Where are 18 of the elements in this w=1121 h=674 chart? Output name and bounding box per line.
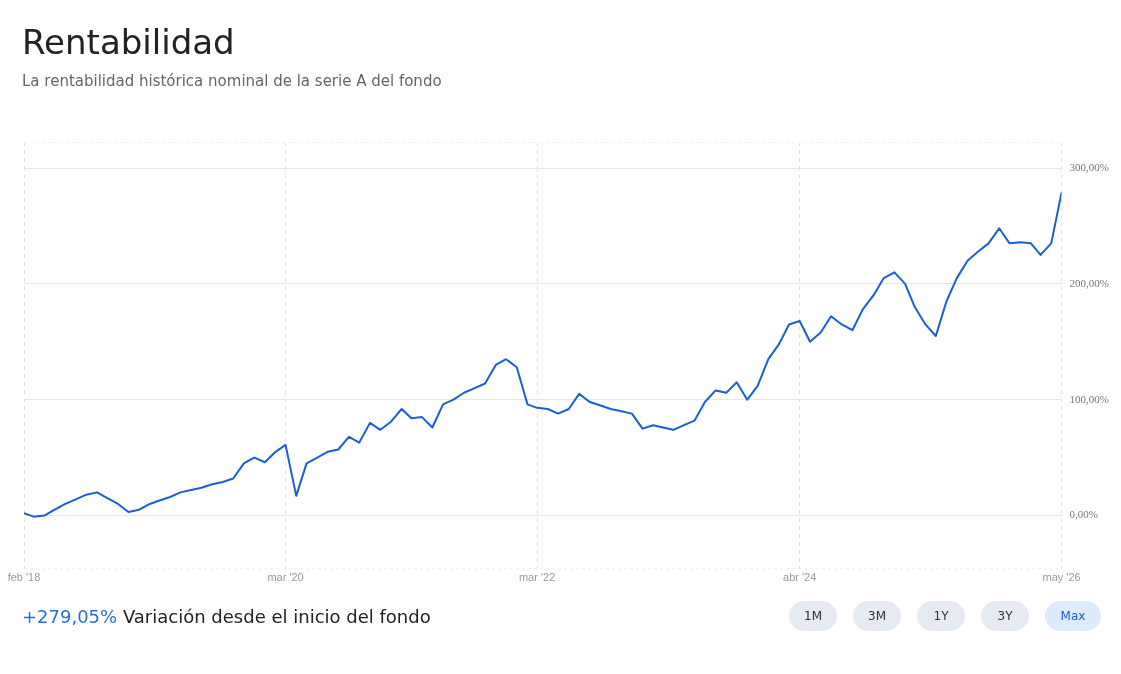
text: Variación desde el inicio del fondo: [122, 606, 431, 627]
x-tick-label: feb '18: [7, 571, 41, 584]
y-tick-label: 100,00%: [1069, 392, 1110, 405]
text: 3Y: [981, 601, 1029, 631]
text: 1M: [789, 601, 837, 631]
x-tick-label: mar '22: [518, 571, 556, 584]
y-tick-label: 0,00%: [1069, 508, 1099, 521]
chart-subtitle: La rentabilidad histórica nominal de la serie A del fondo: [22, 72, 442, 90]
text: Max: [1045, 601, 1101, 631]
x-tick-label: abr '24: [783, 571, 817, 584]
x-tick-label: may '26: [1042, 571, 1081, 584]
text: 1Y: [917, 601, 965, 631]
text: +279,05%: [22, 606, 118, 627]
y-tick-label: 300,00%: [1069, 160, 1110, 173]
chart-title: Rentabilidad: [22, 22, 235, 62]
y-tick-label: 200,00%: [1069, 276, 1110, 289]
x-tick-label: mar '20: [267, 571, 304, 584]
text: 3M: [853, 601, 901, 631]
